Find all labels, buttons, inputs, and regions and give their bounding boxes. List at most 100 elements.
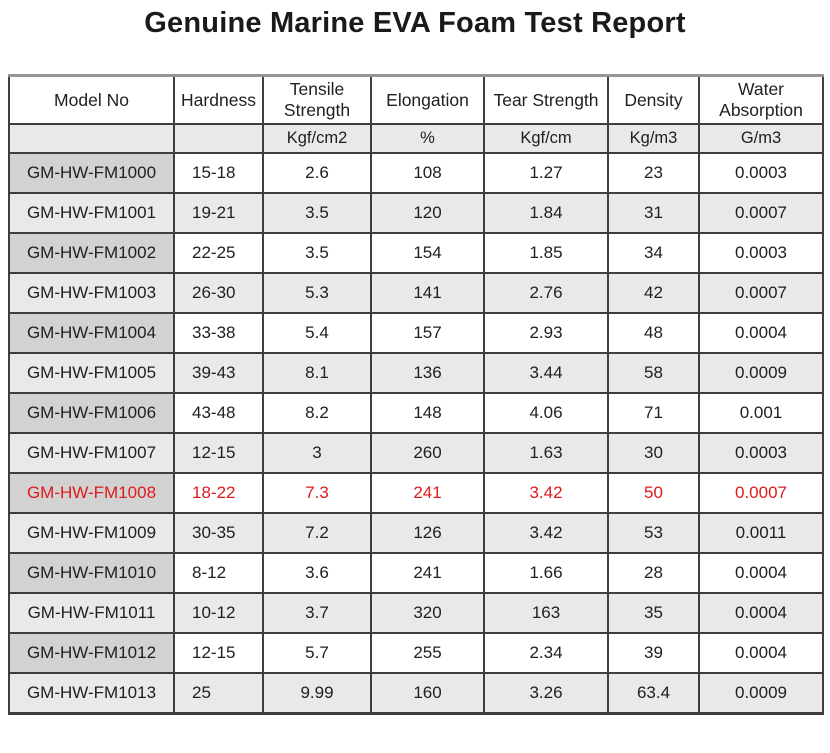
cell-model-no: GM-HW-FM1006 <box>8 392 175 434</box>
cell-hardness: 25 <box>173 672 264 715</box>
table-row: GM-HW-FM1006 43-48 8.2 148 4.06 71 0.001 <box>8 392 824 434</box>
cell-tear-strength: 2.34 <box>483 632 609 674</box>
cell-tear-strength: 1.63 <box>483 432 609 474</box>
cell-tensile-strength: 3 <box>262 432 372 474</box>
col-header-hardness: Hardness <box>173 74 264 125</box>
cell-water-absorption: 0.0009 <box>698 672 824 715</box>
cell-tensile-strength: 3.5 <box>262 232 372 274</box>
table-row-highlighted: GM-HW-FM1008 18-22 7.3 241 3.42 50 0.000… <box>8 472 824 514</box>
cell-elongation: 241 <box>370 472 485 514</box>
cell-tensile-strength: 7.3 <box>262 472 372 514</box>
cell-model-no: GM-HW-FM1001 <box>8 192 175 234</box>
cell-density: 39 <box>607 632 700 674</box>
cell-tear-strength: 3.42 <box>483 472 609 514</box>
cell-elongation: 120 <box>370 192 485 234</box>
cell-density: 31 <box>607 192 700 234</box>
unit-cell-hardness <box>173 123 264 154</box>
cell-hardness: 18-22 <box>173 472 264 514</box>
cell-tear-strength: 1.66 <box>483 552 609 594</box>
col-header-tensile-strength: Tensile Strength <box>262 74 372 125</box>
cell-elongation: 148 <box>370 392 485 434</box>
col-header-tear-strength: Tear Strength <box>483 74 609 125</box>
unit-cell-water-absorption: G/m3 <box>698 123 824 154</box>
table-row: GM-HW-FM1010 8-12 3.6 241 1.66 28 0.0004 <box>8 552 824 594</box>
cell-model-no: GM-HW-FM1007 <box>8 432 175 474</box>
cell-model-no: GM-HW-FM1002 <box>8 232 175 274</box>
table-row: GM-HW-FM1000 15-18 2.6 108 1.27 23 0.000… <box>8 152 824 194</box>
cell-hardness: 26-30 <box>173 272 264 314</box>
cell-density: 30 <box>607 432 700 474</box>
cell-density: 28 <box>607 552 700 594</box>
cell-model-no: GM-HW-FM1005 <box>8 352 175 394</box>
table-header: Model No Hardness Tensile Strength Elong… <box>8 74 824 154</box>
col-header-model-no: Model No <box>8 74 175 125</box>
cell-hardness: 30-35 <box>173 512 264 554</box>
table-row: GM-HW-FM1007 12-15 3 260 1.63 30 0.0003 <box>8 432 824 474</box>
cell-elongation: 160 <box>370 672 485 715</box>
cell-model-no: GM-HW-FM1000 <box>8 152 175 194</box>
cell-tensile-strength: 3.6 <box>262 552 372 594</box>
unit-cell-tensile-strength: Kgf/cm2 <box>262 123 372 154</box>
unit-cell-density: Kg/m3 <box>607 123 700 154</box>
table-row: GM-HW-FM1002 22-25 3.5 154 1.85 34 0.000… <box>8 232 824 274</box>
cell-tear-strength: 4.06 <box>483 392 609 434</box>
cell-elongation: 154 <box>370 232 485 274</box>
cell-tensile-strength: 5.7 <box>262 632 372 674</box>
cell-density: 42 <box>607 272 700 314</box>
cell-tear-strength: 1.85 <box>483 232 609 274</box>
cell-tear-strength: 2.93 <box>483 312 609 354</box>
cell-tensile-strength: 5.4 <box>262 312 372 354</box>
cell-water-absorption: 0.0004 <box>698 552 824 594</box>
page-title: Genuine Marine EVA Foam Test Report <box>144 7 686 39</box>
cell-elongation: 136 <box>370 352 485 394</box>
cell-tear-strength: 3.44 <box>483 352 609 394</box>
cell-model-no: GM-HW-FM1011 <box>8 592 175 634</box>
cell-hardness: 12-15 <box>173 432 264 474</box>
cell-tensile-strength: 2.6 <box>262 152 372 194</box>
column-header-row: Model No Hardness Tensile Strength Elong… <box>8 74 824 125</box>
cell-elongation: 141 <box>370 272 485 314</box>
cell-elongation: 108 <box>370 152 485 194</box>
cell-hardness: 12-15 <box>173 632 264 674</box>
cell-water-absorption: 0.0009 <box>698 352 824 394</box>
test-report-table: Model No Hardness Tensile Strength Elong… <box>8 74 824 715</box>
cell-elongation: 126 <box>370 512 485 554</box>
cell-water-absorption: 0.001 <box>698 392 824 434</box>
cell-hardness: 10-12 <box>173 592 264 634</box>
cell-hardness: 15-18 <box>173 152 264 194</box>
col-header-density: Density <box>607 74 700 125</box>
unit-cell-model-no <box>8 123 175 154</box>
cell-tear-strength: 1.84 <box>483 192 609 234</box>
cell-model-no: GM-HW-FM1009 <box>8 512 175 554</box>
units-row: Kgf/cm2 % Kgf/cm Kg/m3 G/m3 <box>8 123 824 154</box>
cell-density: 35 <box>607 592 700 634</box>
unit-cell-elongation: % <box>370 123 485 154</box>
table-row: GM-HW-FM1011 10-12 3.7 320 163 35 0.0004 <box>8 592 824 634</box>
cell-tensile-strength: 8.2 <box>262 392 372 434</box>
cell-tear-strength: 3.26 <box>483 672 609 715</box>
col-header-water-absorption: Water Absorption <box>698 74 824 125</box>
cell-elongation: 260 <box>370 432 485 474</box>
cell-tensile-strength: 3.7 <box>262 592 372 634</box>
cell-elongation: 241 <box>370 552 485 594</box>
cell-model-no: GM-HW-FM1010 <box>8 552 175 594</box>
cell-tensile-strength: 8.1 <box>262 352 372 394</box>
cell-hardness: 33-38 <box>173 312 264 354</box>
cell-tensile-strength: 7.2 <box>262 512 372 554</box>
table-row: GM-HW-FM1013 25 9.99 160 3.26 63.4 0.000… <box>8 672 824 715</box>
cell-model-no: GM-HW-FM1012 <box>8 632 175 674</box>
cell-density: 53 <box>607 512 700 554</box>
cell-elongation: 320 <box>370 592 485 634</box>
cell-water-absorption: 0.0007 <box>698 472 824 514</box>
cell-hardness: 39-43 <box>173 352 264 394</box>
cell-tear-strength: 1.27 <box>483 152 609 194</box>
cell-water-absorption: 0.0003 <box>698 152 824 194</box>
cell-water-absorption: 0.0007 <box>698 272 824 314</box>
unit-cell-tear-strength: Kgf/cm <box>483 123 609 154</box>
cell-hardness: 22-25 <box>173 232 264 274</box>
cell-model-no: GM-HW-FM1013 <box>8 672 175 715</box>
cell-density: 48 <box>607 312 700 354</box>
table-body: GM-HW-FM1000 15-18 2.6 108 1.27 23 0.000… <box>8 152 824 715</box>
table-row: GM-HW-FM1003 26-30 5.3 141 2.76 42 0.000… <box>8 272 824 314</box>
cell-model-no: GM-HW-FM1004 <box>8 312 175 354</box>
